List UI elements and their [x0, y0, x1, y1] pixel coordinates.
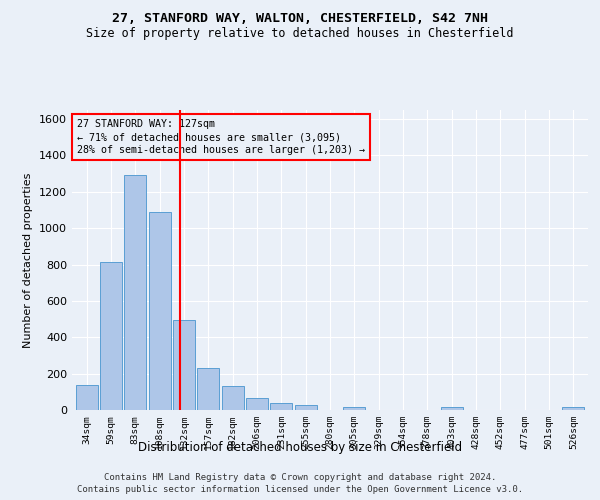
- Bar: [343, 407, 365, 410]
- Text: 27, STANFORD WAY, WALTON, CHESTERFIELD, S42 7NH: 27, STANFORD WAY, WALTON, CHESTERFIELD, …: [112, 12, 488, 26]
- Bar: [124, 174, 146, 410]
- Text: Size of property relative to detached houses in Chesterfield: Size of property relative to detached ho…: [86, 28, 514, 40]
- Text: Distribution of detached houses by size in Chesterfield: Distribution of detached houses by size …: [138, 441, 462, 454]
- Bar: [100, 262, 122, 410]
- Text: 27 STANFORD WAY: 127sqm
← 71% of detached houses are smaller (3,095)
28% of semi: 27 STANFORD WAY: 127sqm ← 71% of detache…: [77, 119, 365, 156]
- Bar: [271, 403, 292, 410]
- Bar: [197, 368, 219, 410]
- Y-axis label: Number of detached properties: Number of detached properties: [23, 172, 34, 348]
- Bar: [441, 407, 463, 410]
- Bar: [76, 384, 98, 410]
- Bar: [295, 405, 317, 410]
- Text: Contains HM Land Registry data © Crown copyright and database right 2024.: Contains HM Land Registry data © Crown c…: [104, 473, 496, 482]
- Bar: [562, 407, 584, 410]
- Bar: [149, 212, 170, 410]
- Bar: [173, 320, 195, 410]
- Bar: [246, 398, 268, 410]
- Bar: [221, 386, 244, 410]
- Text: Contains public sector information licensed under the Open Government Licence v3: Contains public sector information licen…: [77, 486, 523, 494]
